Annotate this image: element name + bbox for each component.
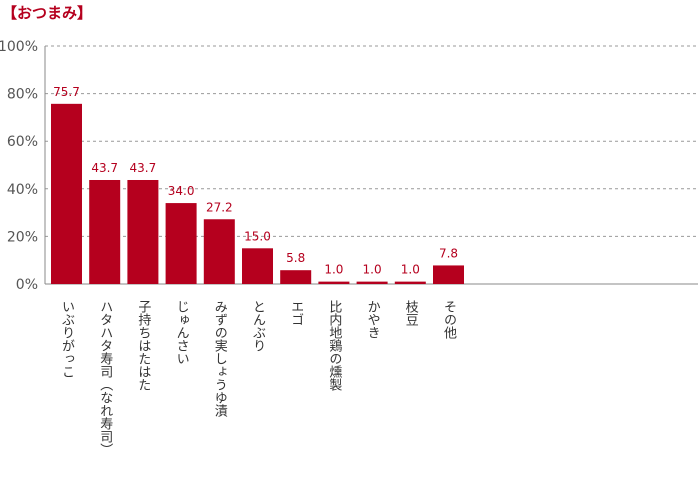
bar-value-label: 43.7 [91,161,118,175]
x-category-label: とんぶり [250,300,266,352]
y-tick-label: 100% [0,39,38,55]
bar [165,203,197,284]
bar-value-label: 27.2 [206,200,233,214]
x-category-label: ハタハタ寿司（なれ寿司） [97,300,113,456]
bar [127,179,159,284]
bar-value-label: 5.8 [286,251,305,265]
bar-value-label: 7.8 [439,246,458,260]
bar-value-label: 1.0 [401,263,420,277]
x-category-label: 枝豆 [403,300,419,326]
y-tick-label: 40% [7,182,38,198]
bar [433,265,464,284]
bar [203,219,235,284]
y-tick-label: 80% [7,87,38,103]
bar-value-label: 34.0 [168,184,195,198]
x-category-label: その他 [441,300,457,340]
bar-value-label: 1.0 [363,263,382,277]
bar-value-label: 1.0 [324,263,343,277]
y-tick-label: 20% [7,229,38,245]
x-category-label: 比内地鶏の燻製 [326,300,342,391]
y-tick-label: 0% [16,277,38,293]
chart-title: 【おつまみ】 [2,4,93,22]
x-category-label: いぶりがっこ [59,300,75,378]
bar [242,248,273,284]
bar-value-label: 43.7 [130,161,157,175]
bar-value-label: 75.7 [53,85,80,99]
bar [394,281,426,284]
x-category-label: エゴ [288,300,303,326]
x-category-label: 子持ちはたはた [135,300,151,391]
x-category-label: かやき [365,300,381,339]
bar [356,281,388,284]
x-category-label: みずの実しょうゆ漬 [212,300,228,417]
bar [280,270,312,284]
bar [318,281,350,284]
x-category-label: じゅんさい [174,300,189,365]
bar [89,179,121,284]
y-tick-label: 60% [7,134,38,150]
bar [51,103,82,284]
bar-value-label: 15.0 [244,229,271,243]
